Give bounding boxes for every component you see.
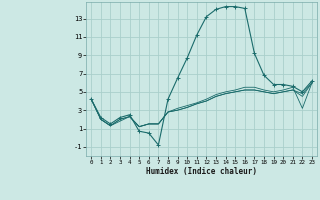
X-axis label: Humidex (Indice chaleur): Humidex (Indice chaleur) — [146, 167, 257, 176]
